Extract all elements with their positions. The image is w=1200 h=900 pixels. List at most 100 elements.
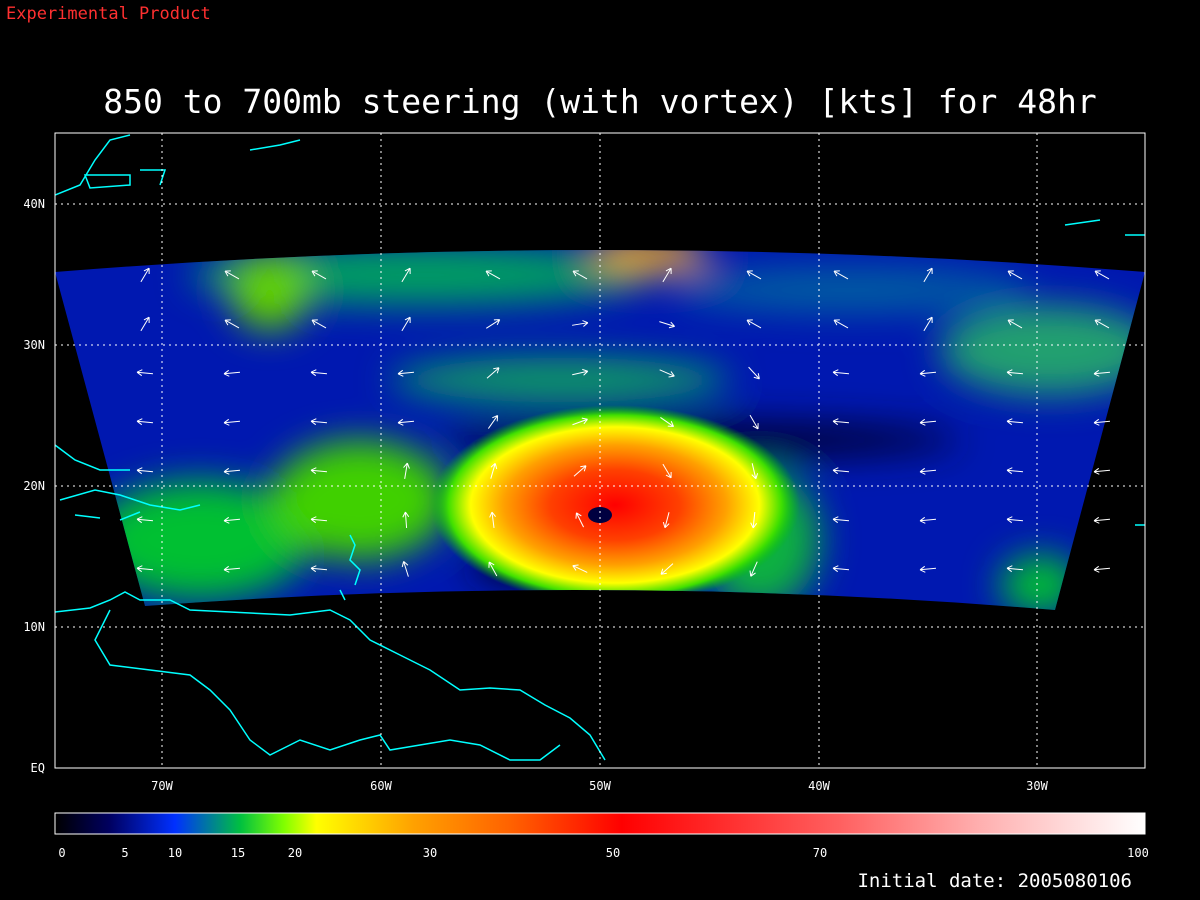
- wind-arrow: [748, 366, 760, 380]
- wind-arrow: [401, 267, 411, 283]
- wind-arrow: [1006, 516, 1024, 524]
- wind-arrow: [660, 417, 675, 428]
- wind-arrow: [1006, 369, 1024, 377]
- wind-arrow: [487, 415, 499, 429]
- wind-arrow: [488, 561, 498, 577]
- colorbar-label: 50: [606, 846, 620, 860]
- wind-arrow: [311, 270, 327, 280]
- graticule: [55, 133, 1145, 768]
- wind-arrow: [401, 316, 411, 332]
- lat-label: 40N: [23, 197, 45, 211]
- wind-arrow: [572, 368, 589, 376]
- wind-arrow: [1093, 565, 1111, 573]
- wind-arrow: [833, 270, 849, 280]
- wind-arrow: [1093, 516, 1111, 524]
- wind-arrow: [140, 316, 150, 332]
- map-frame: [54, 132, 1146, 769]
- colorbar-label: 100: [1127, 846, 1149, 860]
- wind-arrow: [310, 516, 328, 524]
- wind-arrow: [660, 563, 674, 575]
- wind-arrow: [310, 565, 328, 573]
- wind-arrow: [401, 560, 409, 577]
- wind-arrow: [833, 319, 849, 329]
- wind-arrow: [832, 369, 850, 377]
- wind-arrow: [1094, 319, 1110, 329]
- wind-arrow: [919, 369, 937, 377]
- wind-field: [55, 134, 1145, 761]
- wind-arrow: [489, 511, 496, 528]
- wind-arrow: [919, 516, 937, 524]
- wind-arrow: [136, 418, 154, 426]
- wind-arrow: [572, 564, 588, 573]
- wind-arrow: [311, 319, 327, 329]
- wind-arrow: [659, 369, 675, 378]
- lon-label: 60W: [370, 779, 392, 793]
- wind-arrow: [919, 418, 937, 426]
- wind-arrow: [746, 319, 762, 329]
- wind-arrow: [136, 516, 154, 524]
- wind-arrow: [575, 512, 585, 528]
- wind-arrow: [832, 565, 850, 573]
- wind-arrow: [832, 467, 850, 475]
- wind-arrow: [310, 369, 328, 377]
- wind-arrow: [136, 467, 154, 475]
- wind-arrow: [662, 463, 672, 479]
- wind-arrow: [919, 565, 937, 573]
- lat-label: EQ: [31, 761, 45, 775]
- wind-arrow: [572, 417, 588, 426]
- wind-arrow: [1007, 319, 1023, 329]
- lat-label: 30N: [23, 338, 45, 352]
- wind-arrow: [573, 465, 587, 477]
- experimental-label: Experimental Product: [6, 4, 211, 24]
- colorbar: [54, 812, 1146, 835]
- wind-arrow: [923, 316, 933, 332]
- wind-arrow: [485, 270, 501, 280]
- wind-arrow: [1007, 270, 1023, 280]
- wind-arrow: [662, 512, 670, 529]
- colorbar-label: 15: [231, 846, 245, 860]
- colorbar-label: 30: [423, 846, 437, 860]
- wind-arrow: [140, 267, 150, 283]
- map-title: 850 to 700mb steering (with vortex) [kts…: [103, 82, 1096, 121]
- wind-arrow: [486, 319, 501, 329]
- wind-arrow: [223, 565, 241, 573]
- wind-arrow: [490, 462, 498, 479]
- colorbar-label: 5: [121, 846, 128, 860]
- wind-arrow: [751, 463, 759, 480]
- colorbar-label: 70: [813, 846, 827, 860]
- lon-label: 40W: [808, 779, 830, 793]
- wind-arrow: [1006, 467, 1024, 475]
- wind-arrow: [397, 418, 415, 426]
- lon-label: 50W: [589, 779, 611, 793]
- wind-arrow: [1093, 467, 1111, 475]
- wind-arrow: [223, 369, 241, 377]
- lat-label: 20N: [23, 479, 45, 493]
- wind-arrow: [749, 561, 758, 577]
- wind-arrow: [1006, 565, 1024, 573]
- wind-arrow: [402, 511, 410, 529]
- wind-arrow: [659, 321, 676, 329]
- wind-arrow: [572, 270, 588, 280]
- wind-arrow: [403, 462, 410, 479]
- wind-arrow: [919, 467, 937, 475]
- wind-arrow: [832, 418, 850, 426]
- lat-label: 10N: [23, 620, 45, 634]
- wind-arrow: [572, 320, 589, 327]
- wind-arrow: [1006, 418, 1024, 426]
- initial-date: Initial date: 2005080106: [857, 870, 1132, 892]
- lon-label: 30W: [1026, 779, 1048, 793]
- wind-arrow: [223, 418, 241, 426]
- wind-arrow: [750, 511, 758, 529]
- wind-arrow: [486, 367, 500, 379]
- colorbar-label: 10: [168, 846, 182, 860]
- wind-arrow: [1094, 270, 1110, 280]
- wind-arrow: [832, 516, 850, 524]
- wind-arrow: [223, 516, 241, 524]
- wind-arrow: [223, 467, 241, 475]
- colorbar-label: 0: [58, 846, 65, 860]
- wind-arrow: [746, 270, 762, 280]
- wind-arrow: [923, 267, 933, 283]
- lon-label: 70W: [151, 779, 173, 793]
- wind-arrow: [662, 267, 672, 283]
- wind-arrow: [310, 467, 328, 475]
